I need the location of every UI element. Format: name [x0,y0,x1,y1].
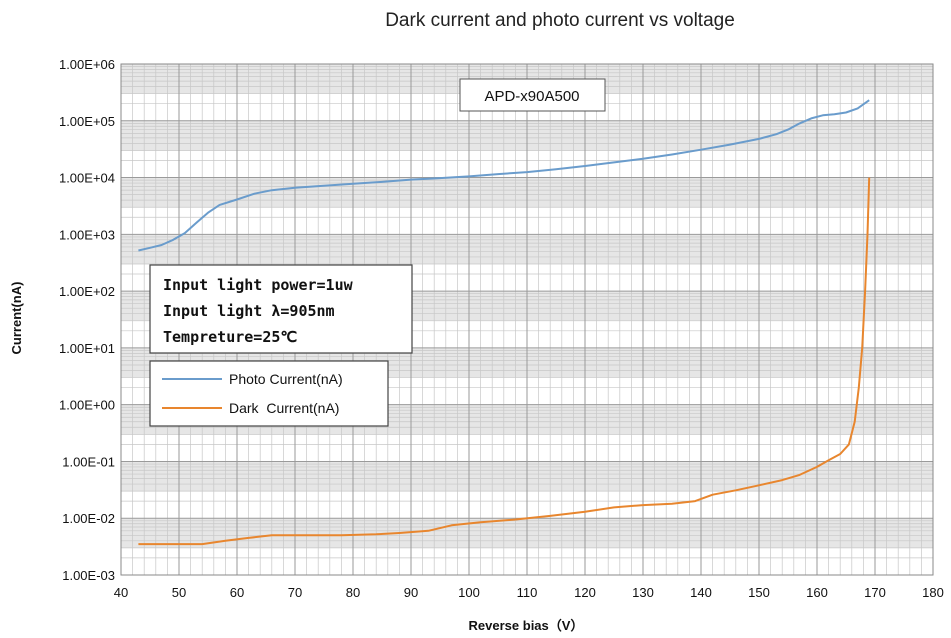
x-tick-label: 110 [517,585,538,600]
x-tick-label: 140 [690,585,712,600]
condition-line-1: Input light power=1uw [163,276,354,294]
chart-title: Dark current and photo current vs voltag… [385,10,735,31]
y-tick-label: 1.00E+02 [59,284,115,299]
x-tick-label: 70 [288,585,302,600]
y-tick-label: 1.00E+05 [59,114,115,129]
y-tick-label: 1.00E-03 [62,568,115,583]
x-tick-label: 130 [632,585,654,600]
y-tick-label: 1.00E+04 [59,171,115,186]
y-tick-label: 1.00E+03 [59,227,115,242]
x-tick-label: 90 [404,585,418,600]
y-tick-label: 1.00E-01 [62,454,115,469]
conditions-annotation: Input light power=1uw Input light λ=905n… [149,264,413,354]
series-line-1 [138,177,871,546]
y-tick-label: 1.00E+06 [59,57,115,72]
condition-line-3: Tempreture=25℃ [163,328,297,346]
legend-label-dark: Dark Current(nA) [229,400,339,416]
x-tick-label: 160 [806,585,828,600]
x-tick-label: 60 [230,585,244,600]
x-tick-label: 170 [864,585,886,600]
y-tick-labels: 1.00E-03 1.00E-02 1.00E-01 1.00E+00 1.00E+01… [59,57,115,583]
x-tick-label: 180 [922,585,944,600]
model-label: APD-x90A500 [484,88,579,105]
legend-label-photo: Photo Current(nA) [229,371,343,387]
x-tick-label: 80 [346,585,360,600]
condition-line-2: Input light λ=905nm [163,302,335,320]
model-annotation: APD-x90A500 [459,78,606,112]
x-tick-label: 100 [458,585,480,600]
x-tick-label: 40 [114,585,128,600]
series-layer [138,99,871,546]
y-axis-label: Current(nA) [9,282,24,355]
y-tick-label: 1.00E+01 [59,341,115,356]
x-axis-label: Reverse bias（V） [469,618,584,633]
legend: Photo Current(nA) Dark Current(nA) [149,360,389,427]
y-tick-label: 1.00E+00 [59,398,115,413]
y-tick-label: 1.00E-02 [62,511,115,526]
x-tick-label: 50 [172,585,186,600]
series-line-0 [138,99,870,252]
x-tick-label: 150 [748,585,770,600]
x-tick-labels: 40 50 60 70 80 90 100 110 120 130 140 150 160 170 180 [114,585,944,600]
x-tick-label: 120 [574,585,596,600]
